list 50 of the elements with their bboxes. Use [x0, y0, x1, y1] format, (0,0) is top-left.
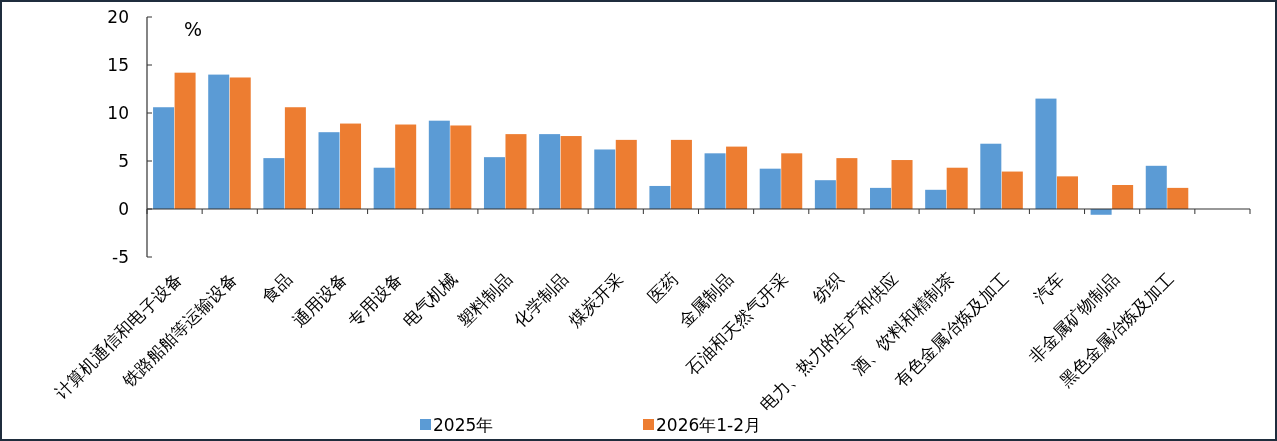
bar — [594, 149, 616, 209]
bar — [450, 125, 472, 209]
bar — [1145, 165, 1167, 209]
bar — [174, 72, 196, 209]
bar — [1167, 187, 1189, 209]
bar — [814, 180, 836, 209]
y-tick-label: 0 — [118, 199, 129, 219]
bar — [891, 160, 913, 209]
bar — [428, 120, 450, 209]
x-tick-label: 食品 — [257, 268, 296, 307]
x-tick-label: 医药 — [643, 268, 682, 307]
x-tick-label: 纺织 — [809, 268, 848, 307]
bar — [1056, 176, 1078, 209]
bar — [263, 158, 285, 209]
y-tick-label: 20 — [107, 7, 129, 27]
bar — [284, 107, 306, 209]
y-tick-label: 15 — [107, 55, 129, 75]
bar — [560, 136, 582, 209]
bar — [726, 146, 748, 209]
legend-label: 2025年 — [433, 415, 494, 435]
bar — [1001, 171, 1023, 209]
y-tick-label: 10 — [107, 103, 129, 123]
bar — [615, 139, 637, 209]
bar — [340, 123, 362, 209]
bar — [836, 158, 858, 209]
legend-label: 2026年1-2月 — [656, 415, 762, 435]
bar — [1112, 185, 1134, 209]
bar — [395, 124, 417, 209]
bar — [670, 139, 692, 209]
bar — [153, 107, 175, 209]
bar — [870, 187, 892, 209]
bar — [925, 189, 947, 209]
bar — [229, 77, 251, 209]
bar — [373, 167, 395, 209]
y-tick-label: -5 — [112, 247, 129, 267]
bar — [649, 185, 671, 209]
bar — [539, 134, 561, 209]
bar — [505, 134, 527, 209]
bar — [759, 168, 781, 209]
bar — [980, 143, 1002, 209]
bar — [483, 157, 505, 209]
y-axis-title: % — [184, 18, 203, 40]
bar — [946, 167, 968, 209]
y-tick-label: 5 — [118, 151, 129, 171]
x-tick-label: 汽车 — [1029, 268, 1068, 307]
bar — [208, 74, 230, 209]
bar — [704, 153, 726, 209]
bar — [318, 132, 340, 209]
bar — [1035, 98, 1057, 209]
bar — [781, 153, 803, 209]
